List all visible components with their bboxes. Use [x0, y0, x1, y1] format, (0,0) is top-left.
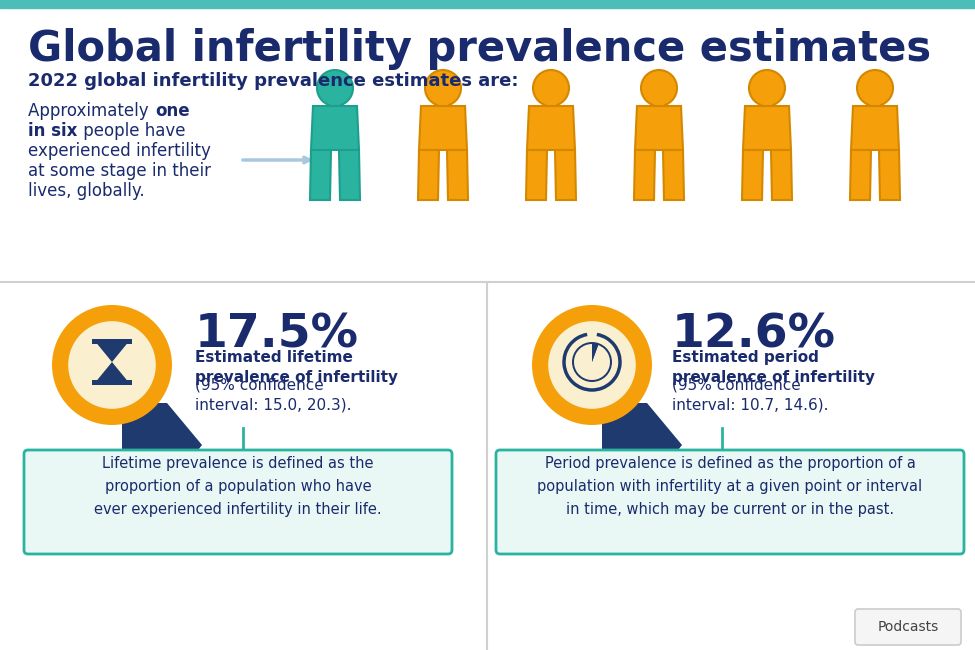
Text: Estimated lifetime
prevalence of infertility: Estimated lifetime prevalence of inferti…	[195, 350, 398, 385]
Text: 17.5%: 17.5%	[195, 312, 359, 357]
FancyBboxPatch shape	[496, 450, 964, 554]
Polygon shape	[526, 150, 547, 200]
Bar	[92, 380, 132, 385]
Circle shape	[572, 342, 612, 382]
Polygon shape	[851, 106, 899, 150]
Text: people have: people have	[78, 122, 185, 140]
Circle shape	[749, 70, 785, 106]
Text: one: one	[155, 102, 189, 120]
Polygon shape	[850, 150, 871, 200]
Bar	[762, 96, 772, 106]
Circle shape	[425, 70, 461, 106]
Polygon shape	[310, 150, 331, 200]
FancyBboxPatch shape	[24, 450, 452, 554]
Polygon shape	[743, 106, 791, 150]
Text: at some stage in their: at some stage in their	[28, 162, 211, 180]
Polygon shape	[311, 106, 359, 150]
Circle shape	[317, 70, 353, 106]
Polygon shape	[418, 150, 439, 200]
Polygon shape	[771, 150, 792, 200]
Bar	[92, 339, 132, 344]
Text: Approximately: Approximately	[28, 102, 154, 120]
Polygon shape	[879, 150, 900, 200]
Bar	[654, 96, 664, 106]
Polygon shape	[94, 340, 130, 362]
Circle shape	[533, 70, 569, 106]
Polygon shape	[419, 106, 467, 150]
Text: Podcasts: Podcasts	[878, 620, 939, 634]
Text: Estimated period
prevalence of infertility: Estimated period prevalence of infertili…	[672, 350, 875, 385]
Text: 2022 global infertility prevalence estimates are:: 2022 global infertility prevalence estim…	[28, 72, 519, 90]
Circle shape	[532, 305, 652, 425]
Bar	[330, 96, 340, 106]
Polygon shape	[339, 150, 360, 200]
Text: Period prevalence is defined as the proportion of a
population with infertility : Period prevalence is defined as the prop…	[537, 456, 922, 517]
Text: in six: in six	[28, 122, 77, 140]
Polygon shape	[634, 150, 655, 200]
Bar	[870, 96, 880, 106]
Circle shape	[857, 70, 893, 106]
Text: (95% confidence
interval: 10.7, 14.6).: (95% confidence interval: 10.7, 14.6).	[672, 378, 829, 413]
Wedge shape	[592, 344, 598, 362]
Polygon shape	[663, 150, 684, 200]
Text: Lifetime prevalence is defined as the
proportion of a population who have
ever e: Lifetime prevalence is defined as the pr…	[95, 456, 382, 517]
Wedge shape	[574, 344, 610, 380]
Text: 12.6%: 12.6%	[672, 312, 836, 357]
Text: lives, globally.: lives, globally.	[28, 182, 144, 200]
FancyBboxPatch shape	[855, 609, 961, 645]
Text: Global infertility prevalence estimates: Global infertility prevalence estimates	[28, 28, 931, 70]
Polygon shape	[447, 150, 468, 200]
Polygon shape	[742, 150, 763, 200]
Polygon shape	[602, 403, 682, 490]
Text: experienced infertility: experienced infertility	[28, 142, 211, 160]
Text: (95% confidence
interval: 15.0, 20.3).: (95% confidence interval: 15.0, 20.3).	[195, 378, 352, 413]
Polygon shape	[527, 106, 575, 150]
Polygon shape	[94, 362, 130, 384]
Circle shape	[68, 321, 156, 409]
Polygon shape	[635, 106, 683, 150]
Polygon shape	[122, 403, 202, 490]
Circle shape	[641, 70, 677, 106]
Bar	[438, 96, 448, 106]
Bar	[546, 96, 556, 106]
Circle shape	[548, 321, 636, 409]
Bar	[0, 0, 975, 8]
Polygon shape	[555, 150, 576, 200]
Circle shape	[52, 305, 172, 425]
